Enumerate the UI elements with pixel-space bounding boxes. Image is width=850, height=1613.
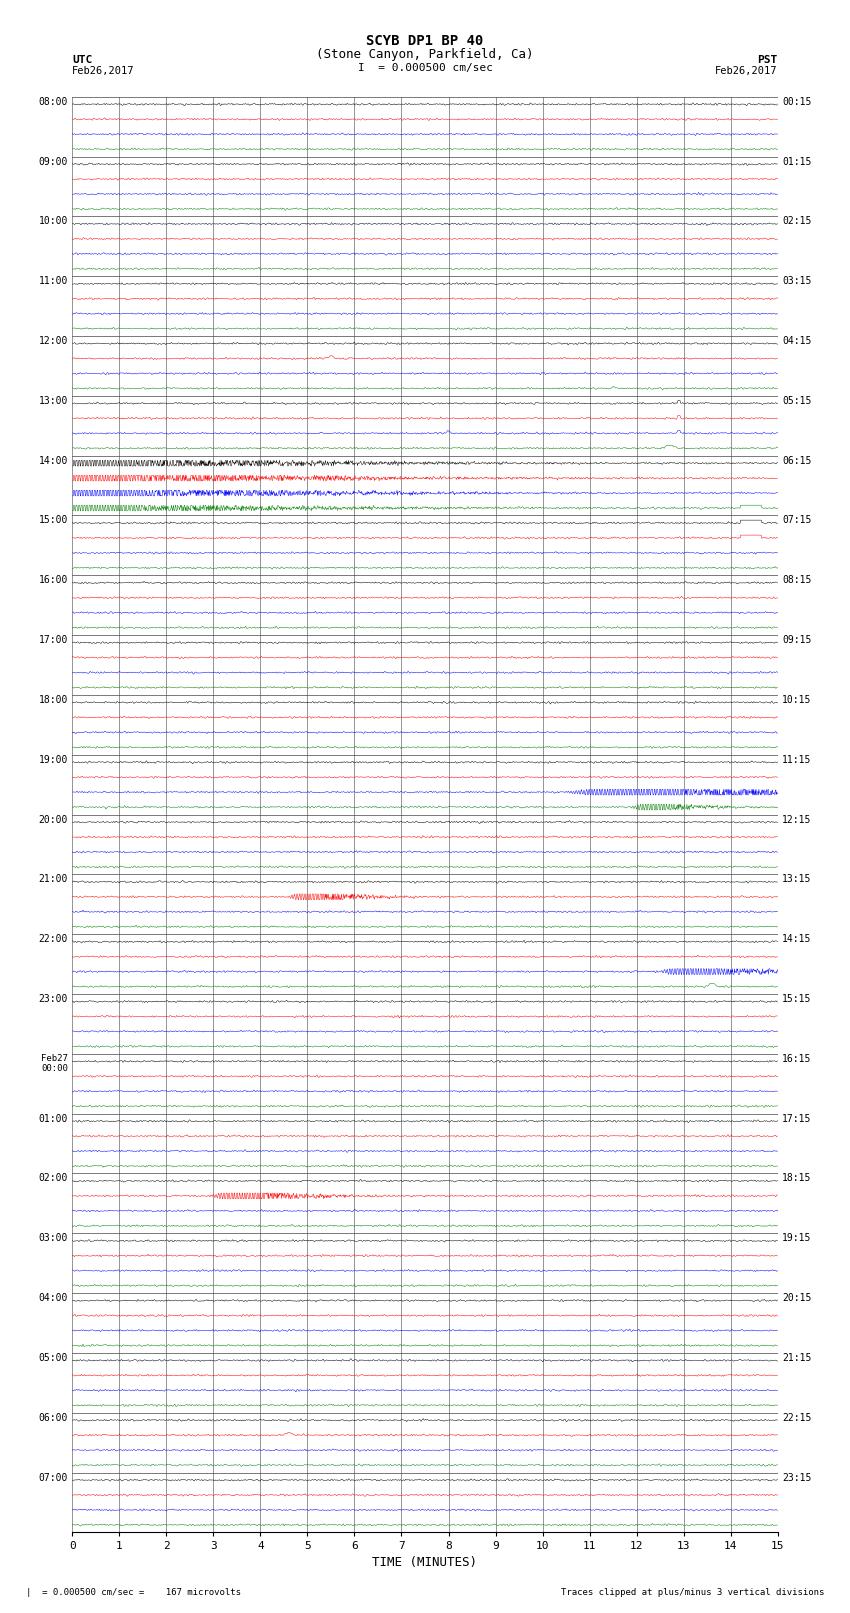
Text: 03:15: 03:15 (782, 276, 812, 286)
Text: 09:15: 09:15 (782, 636, 812, 645)
Text: 01:00: 01:00 (38, 1113, 68, 1124)
Text: 18:15: 18:15 (782, 1174, 812, 1184)
Text: 19:15: 19:15 (782, 1234, 812, 1244)
Text: 17:00: 17:00 (38, 636, 68, 645)
Text: 17:15: 17:15 (782, 1113, 812, 1124)
Text: 05:00: 05:00 (38, 1353, 68, 1363)
Text: 07:15: 07:15 (782, 516, 812, 526)
Text: 02:15: 02:15 (782, 216, 812, 226)
Text: Traces clipped at plus/minus 3 vertical divisions: Traces clipped at plus/minus 3 vertical … (561, 1587, 824, 1597)
Text: Feb26,2017: Feb26,2017 (72, 66, 135, 76)
Text: |  = 0.000500 cm/sec =    167 microvolts: | = 0.000500 cm/sec = 167 microvolts (26, 1587, 241, 1597)
Text: 10:00: 10:00 (38, 216, 68, 226)
Text: 23:15: 23:15 (782, 1473, 812, 1482)
Text: 18:00: 18:00 (38, 695, 68, 705)
Text: 03:00: 03:00 (38, 1234, 68, 1244)
Text: 21:00: 21:00 (38, 874, 68, 884)
Text: 08:00: 08:00 (38, 97, 68, 106)
Text: 05:15: 05:15 (782, 395, 812, 406)
Text: 16:15: 16:15 (782, 1053, 812, 1065)
Text: 08:15: 08:15 (782, 576, 812, 586)
Text: 06:15: 06:15 (782, 455, 812, 466)
Text: 11:00: 11:00 (38, 276, 68, 286)
Text: (Stone Canyon, Parkfield, Ca): (Stone Canyon, Parkfield, Ca) (316, 48, 534, 61)
Text: Feb26,2017: Feb26,2017 (715, 66, 778, 76)
Text: Feb27
00:00: Feb27 00:00 (41, 1053, 68, 1073)
Text: 10:15: 10:15 (782, 695, 812, 705)
Text: 13:15: 13:15 (782, 874, 812, 884)
Text: UTC: UTC (72, 55, 93, 65)
Text: 22:00: 22:00 (38, 934, 68, 944)
Text: 20:00: 20:00 (38, 815, 68, 824)
Text: 14:15: 14:15 (782, 934, 812, 944)
Text: 21:15: 21:15 (782, 1353, 812, 1363)
Text: 20:15: 20:15 (782, 1294, 812, 1303)
Text: 19:00: 19:00 (38, 755, 68, 765)
Text: 12:15: 12:15 (782, 815, 812, 824)
Text: 23:00: 23:00 (38, 994, 68, 1003)
Text: SCYB DP1 BP 40: SCYB DP1 BP 40 (366, 34, 484, 48)
Text: 07:00: 07:00 (38, 1473, 68, 1482)
Text: 00:15: 00:15 (782, 97, 812, 106)
Text: 09:00: 09:00 (38, 156, 68, 166)
Text: 04:00: 04:00 (38, 1294, 68, 1303)
Text: 13:00: 13:00 (38, 395, 68, 406)
Text: 04:15: 04:15 (782, 336, 812, 347)
Text: I  = 0.000500 cm/sec: I = 0.000500 cm/sec (358, 63, 492, 73)
Text: 14:00: 14:00 (38, 455, 68, 466)
Text: 22:15: 22:15 (782, 1413, 812, 1423)
Text: 11:15: 11:15 (782, 755, 812, 765)
Text: 15:00: 15:00 (38, 516, 68, 526)
Text: 06:00: 06:00 (38, 1413, 68, 1423)
Text: 16:00: 16:00 (38, 576, 68, 586)
X-axis label: TIME (MINUTES): TIME (MINUTES) (372, 1555, 478, 1568)
Text: 02:00: 02:00 (38, 1174, 68, 1184)
Text: PST: PST (757, 55, 778, 65)
Text: 12:00: 12:00 (38, 336, 68, 347)
Text: 15:15: 15:15 (782, 994, 812, 1003)
Text: 01:15: 01:15 (782, 156, 812, 166)
